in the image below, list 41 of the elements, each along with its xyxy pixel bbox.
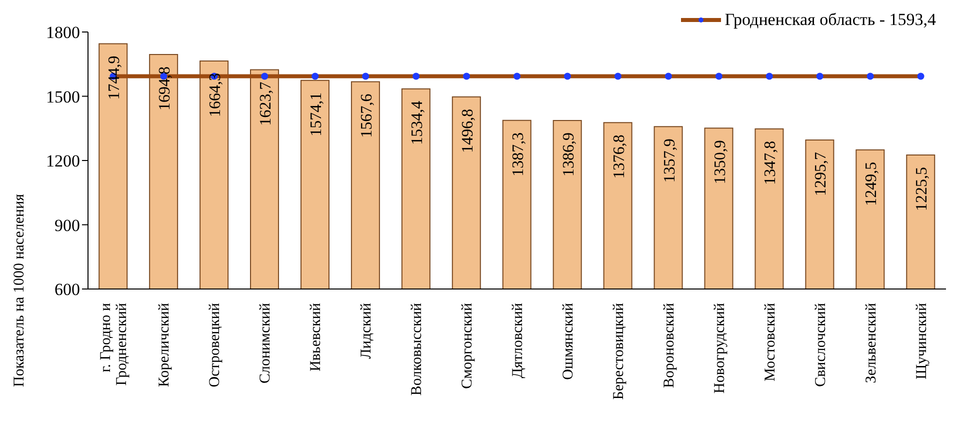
x-tick-label: Волковысский [409, 303, 426, 396]
x-tick-label: Островецкий [207, 303, 224, 388]
data-label: 1496,8 [459, 108, 476, 153]
y-tick-label: 1500 [46, 87, 80, 106]
data-label: 1664,3 [207, 73, 224, 118]
x-tick-label: Сморгонский [460, 303, 476, 389]
x-tick-label: Слонимский [258, 303, 274, 384]
y-tick-label: 900 [54, 216, 80, 235]
data-label: 1376,8 [610, 134, 628, 179]
x-tick-label: Свислочский [812, 303, 829, 387]
y-tick-label: 1800 [46, 23, 80, 42]
data-label: 1387,3 [510, 132, 527, 176]
x-tick-label: Зельвенский [863, 303, 880, 384]
y-axis-title: Показатель на 1000 населения [11, 194, 28, 388]
x-tick-label: Новогрудский [712, 303, 728, 394]
x-tick-label: Лидский [358, 303, 375, 359]
x-tick-label: г. Гродно и Гродненский [98, 303, 130, 386]
data-label: 1357,9 [661, 138, 678, 183]
x-tick-label: Мостовский [762, 303, 778, 382]
legend-label: Гродненская область - 1593,4 [724, 10, 936, 30]
data-label: 1694,8 [156, 66, 174, 111]
data-label: 1534,4 [408, 100, 426, 145]
data-label: 1249,5 [863, 162, 880, 206]
x-tick-label: Берестовицкий [610, 303, 627, 400]
x-tick-label: Щучинский [914, 303, 930, 380]
data-label: 1623,7 [258, 82, 275, 126]
data-label: 1567,6 [358, 94, 376, 138]
x-tick-label: Ивьевский [308, 303, 324, 372]
y-tick-label: 1200 [46, 152, 80, 171]
data-label: 1350,9 [712, 140, 729, 184]
data-label: 1574,1 [308, 92, 325, 136]
data-label: 1225,5 [914, 167, 931, 212]
data-label: 1347,8 [762, 140, 780, 185]
x-tick-label: Вороновский [661, 303, 678, 388]
x-tick-label: Кореличский [156, 303, 173, 387]
data-label: 1744,9 [106, 56, 124, 100]
y-tick-label: 600 [54, 280, 80, 300]
x-tick-label: Ошмянский [560, 303, 576, 380]
x-tick-label: Дятловский [510, 303, 526, 378]
data-label: 1295,7 [812, 152, 830, 196]
data-label: 1386,9 [560, 132, 578, 176]
